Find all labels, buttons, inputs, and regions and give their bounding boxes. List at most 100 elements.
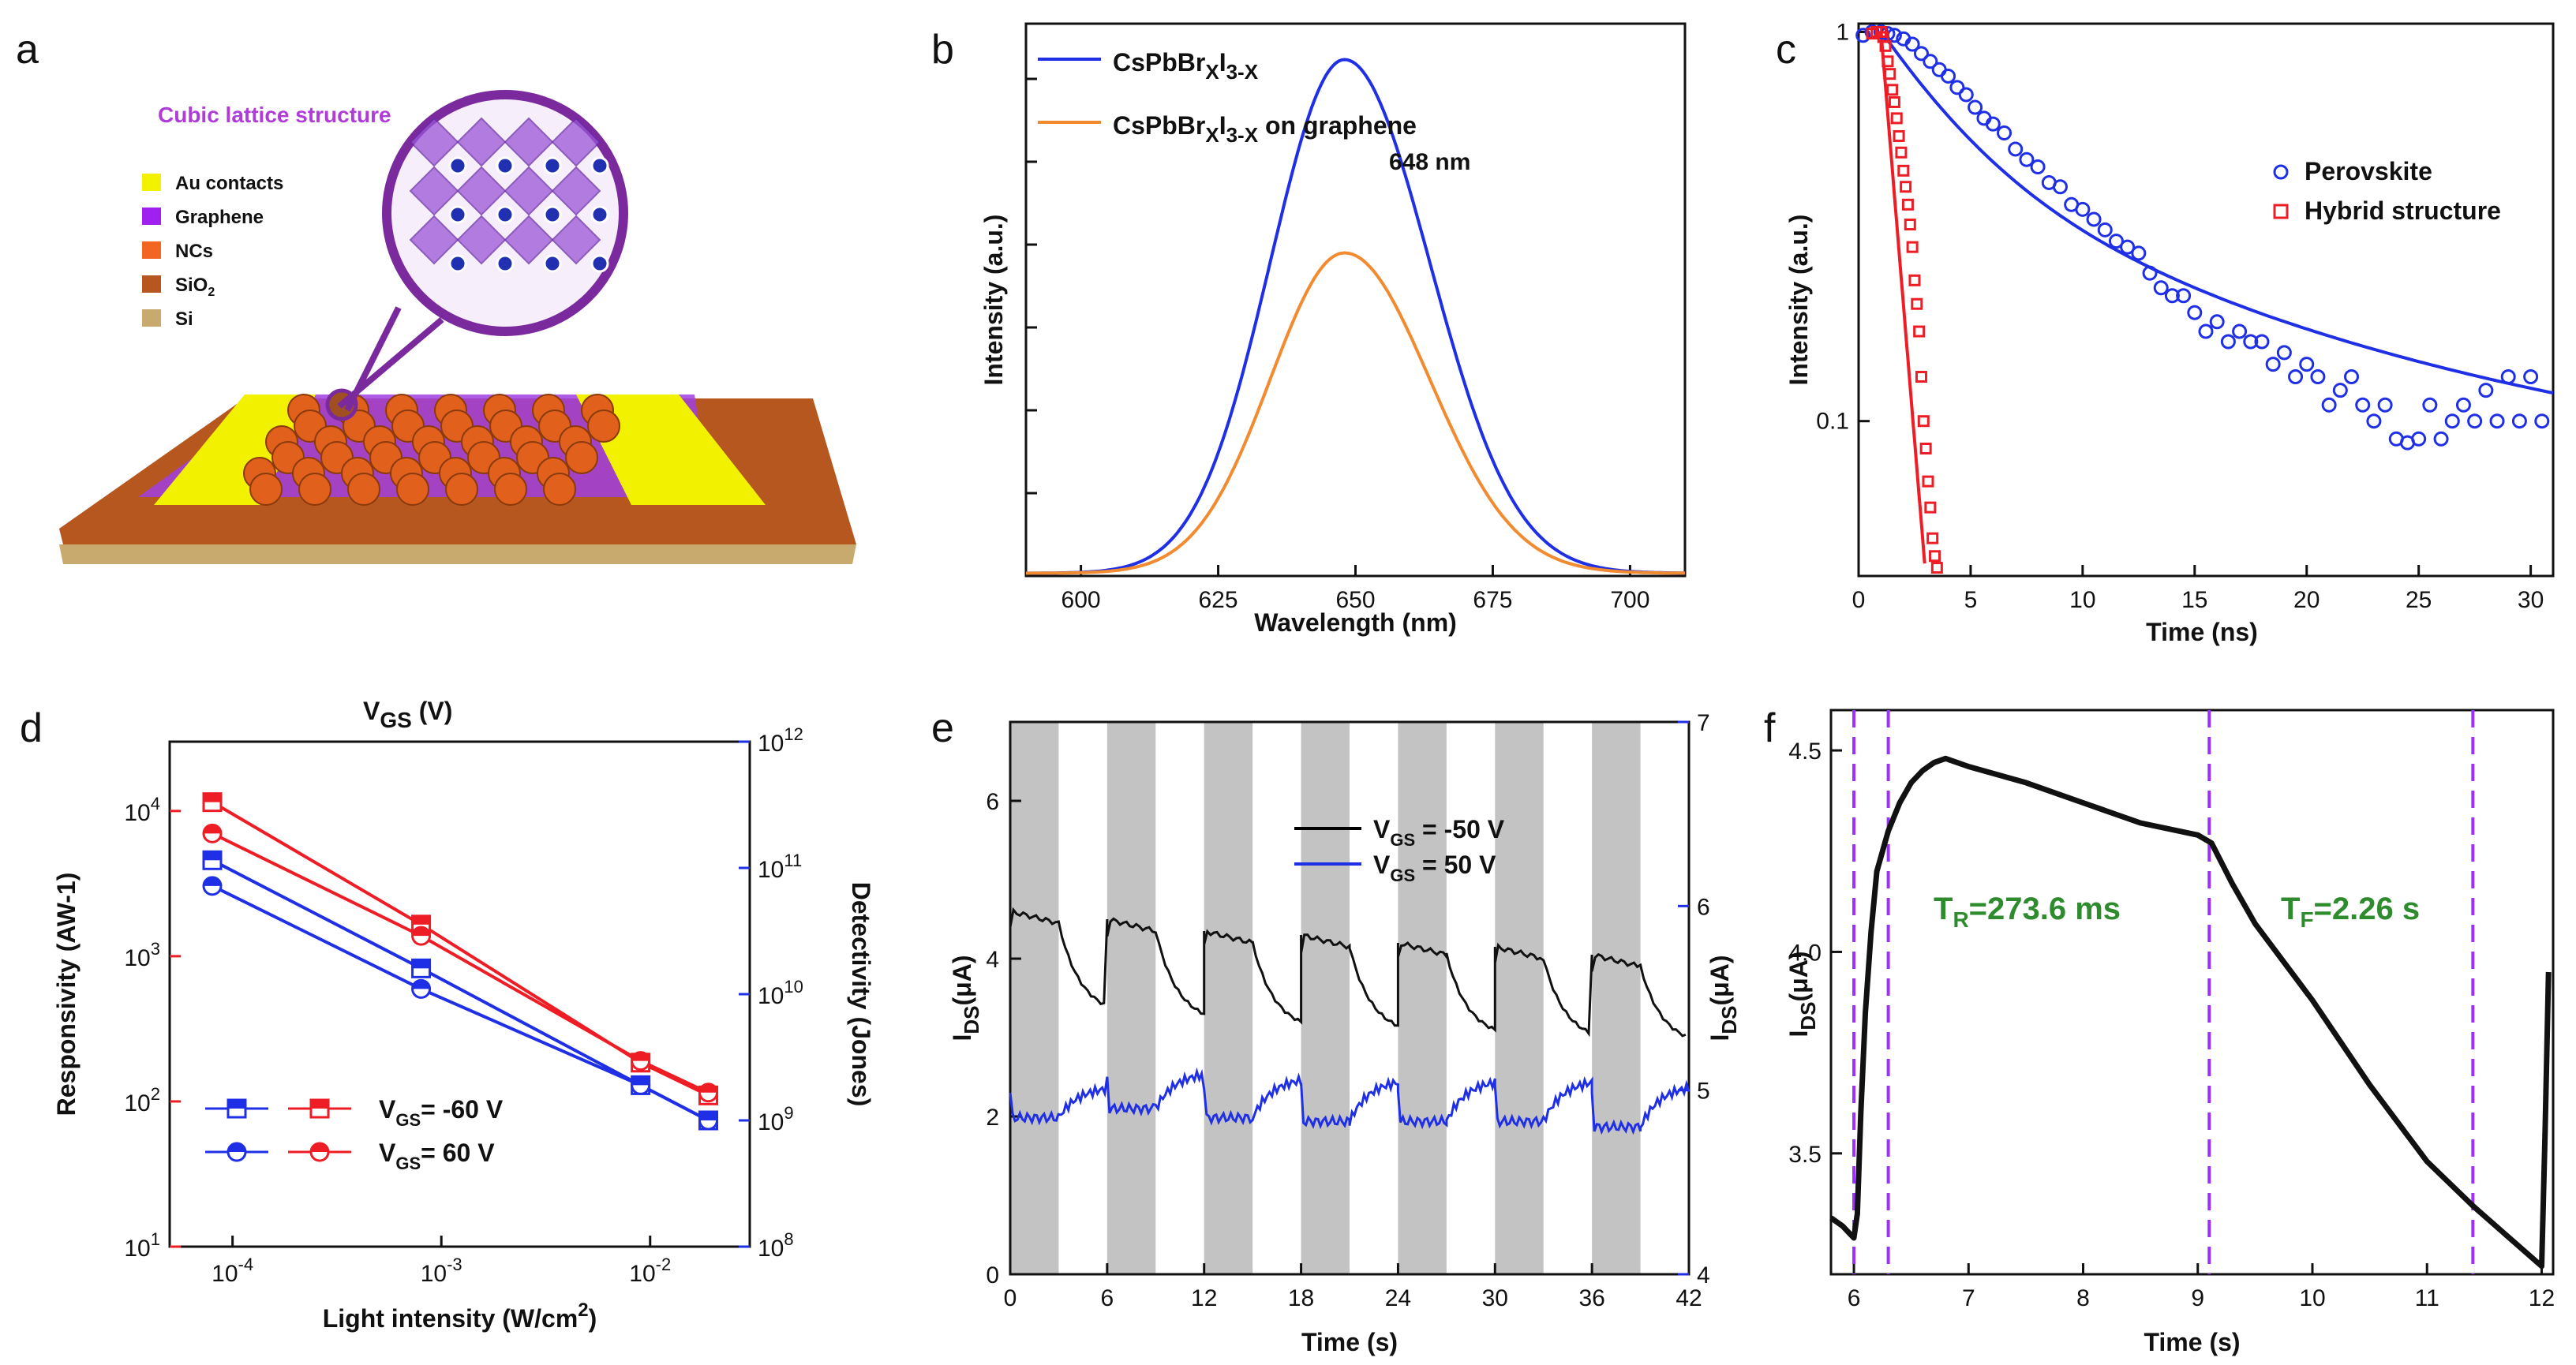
x-tick-label-f: 7 [1962, 1285, 1975, 1311]
lattice-label: Cubic lattice structure [158, 103, 391, 127]
point-0-36 [2220, 334, 2236, 350]
panel-a: a Cubic lattice structure Au contacts Gra… [16, 27, 856, 564]
point-0-47 [2344, 369, 2360, 385]
point-0-25 [2097, 222, 2113, 237]
point-0-30 [2153, 280, 2169, 296]
point-0-57 [2455, 397, 2471, 413]
legend-swatch-0 [142, 174, 161, 191]
panel-letter-e: e [931, 705, 954, 751]
cubic-lattice [409, 117, 609, 273]
cs-atom [543, 205, 562, 224]
x-tick-label-b: 600 [1061, 587, 1101, 613]
panel-letter-b: b [931, 27, 954, 73]
tick-label: 1010 [758, 977, 803, 1009]
tick-label: 109 [758, 1103, 794, 1135]
legend-swatch-4 [142, 309, 161, 327]
cs-atom [590, 205, 609, 224]
point-0-49 [2366, 413, 2382, 429]
legend-d-marker-fill [228, 1143, 245, 1152]
point-0-26 [2108, 234, 2124, 249]
series-f [1829, 755, 2552, 1270]
legend-d-marker-fill [311, 1143, 328, 1152]
point-1-6 [1884, 68, 1896, 80]
legend-swatch-2 [142, 241, 161, 259]
legend-c-label-2: Hybrid structure [2305, 196, 2501, 225]
octahedron [504, 166, 554, 216]
y-tick-label-e: 2 [986, 1105, 999, 1131]
nanocrystal-5-2 [347, 473, 380, 506]
fit-curve-perovskite [1884, 36, 2554, 395]
nanocrystal-5-4 [445, 473, 478, 506]
tick-label: 102 [124, 1084, 160, 1116]
tick-label: 1011 [758, 851, 802, 883]
point-0-21 [2052, 179, 2068, 195]
point-0-31 [2164, 288, 2180, 304]
x-tick-label-f: 8 [2076, 1285, 2090, 1311]
plot-area-d: Responsivity (AW-1) Detectivity (Jones) Li… [52, 724, 875, 1333]
cs-atom [448, 254, 467, 273]
point-0-63 [2523, 369, 2539, 385]
y2-tick-label-e: 4 [1697, 1262, 1710, 1288]
nanocrystal-1-6 [587, 410, 620, 443]
point-1-15 [1904, 219, 1916, 231]
point-d-fill-1-3 [699, 1083, 717, 1093]
light-on-band-0 [1010, 722, 1059, 1274]
tick-label: 104 [124, 794, 160, 826]
point-d-fill-2-1 [412, 959, 430, 969]
series-b-0 [1026, 58, 1685, 575]
point-0-12 [1958, 87, 1974, 103]
point-d-fill-1-1 [412, 927, 430, 937]
point-0-40 [2265, 357, 2281, 372]
point-1-14 [1901, 198, 1914, 211]
x-tick-label-f: 10 [2299, 1285, 2325, 1311]
tick-label: 108 [758, 1229, 794, 1262]
point-0-59 [2478, 383, 2494, 398]
y-tick-label-e: 6 [986, 789, 999, 815]
point-0-60 [2489, 413, 2505, 429]
x-axis-label-d: Light intensity (W/cm2) [323, 1300, 597, 1333]
panel-d-title: VGS (V) [363, 697, 452, 732]
plot-frame-c [1857, 22, 2555, 578]
legend-e-label-0: VGS = -50 V [1373, 815, 1505, 850]
point-0-13 [1968, 99, 1983, 115]
point-1-21 [1917, 415, 1930, 428]
panel-e: e IDS(μA)IDS(μA)Time (s)0 6 12 18 24 30 36 4202… [931, 705, 1741, 1356]
x-tick-label-b: 675 [1473, 587, 1512, 613]
nanocrystal-3-6 [565, 441, 598, 474]
plot-area-f: IDS(μA)Time (s)6 7 8 9 10 11 123.54.04.5 [1784, 710, 2555, 1356]
point-d-fill-3-1 [412, 980, 430, 989]
x-tick-label-b: 650 [1335, 587, 1375, 613]
y2-tick-label-e: 5 [1697, 1079, 1710, 1105]
x-axis-label-f: Time (s) [2144, 1328, 2240, 1356]
point-0-37 [2232, 323, 2248, 339]
plot-frame-d [168, 740, 751, 1248]
x-tick-label-e: 42 [1676, 1285, 1702, 1311]
point-1-4 [1879, 39, 1892, 52]
fit-curve-hybrid [1879, 32, 1926, 564]
x-tick-label-c: 25 [2406, 587, 2432, 613]
nanocrystals [243, 388, 620, 506]
point-0-33 [2187, 305, 2203, 320]
point-1-11 [1895, 146, 1908, 159]
legend-e-label-1: VGS = 50 V [1373, 851, 1496, 885]
y-tick-label-e: 4 [986, 947, 999, 973]
legend-swatch-1 [142, 208, 161, 225]
octahedron [456, 215, 507, 265]
tick-label: 10-2 [629, 1255, 671, 1287]
point-0-50 [2377, 397, 2393, 413]
point-0-46 [2332, 383, 2348, 398]
y2-axis-label-e: IDS(μA) [1705, 955, 1741, 1041]
point-1-8 [1888, 95, 1900, 108]
legend-b-label-1: CsPbBrXI3-X [1113, 48, 1259, 84]
cs-atom [448, 205, 467, 224]
legend-d-label-1: VGS= 60 V [379, 1139, 495, 1173]
point-0-27 [2120, 239, 2136, 255]
nanocrystal-5-1 [298, 473, 331, 506]
point-0-39 [2254, 334, 2270, 350]
point-0-64 [2534, 413, 2550, 429]
point-0-8 [1923, 54, 1938, 69]
series-b-1 [1026, 251, 1686, 575]
point-0-19 [2030, 159, 2046, 175]
plot-area-b: Intensity (a.u.) Wavelength (nm) 600 625 650… [979, 58, 1686, 637]
device-legend: Au contacts Graphene NCs SiO2 Si [142, 173, 283, 330]
